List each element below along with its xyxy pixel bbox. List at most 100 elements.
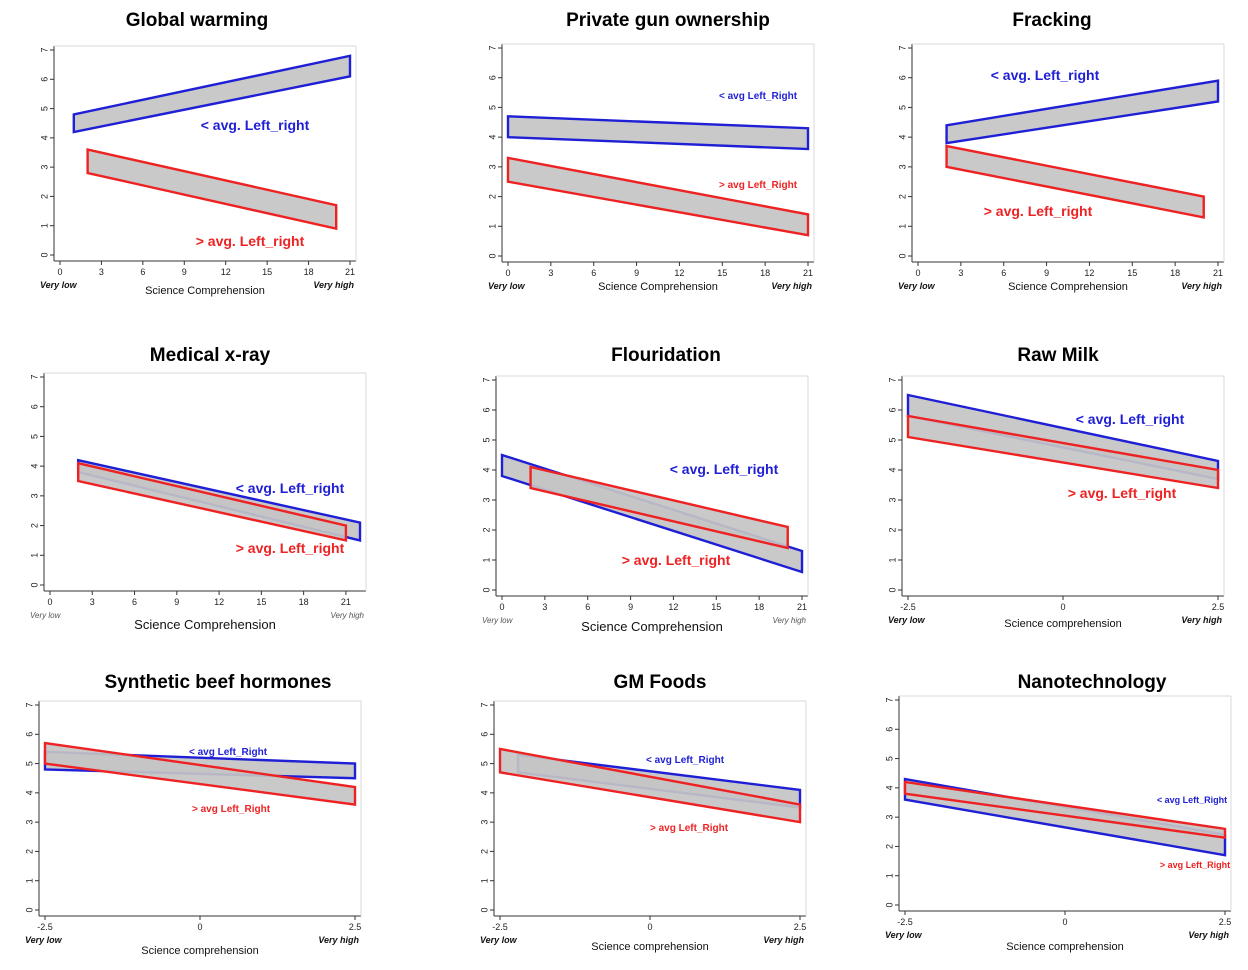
chart-panel: Nanotechnology 0 1 2 3 4 5 6 7 -2.5 0 2.5 Very low Ve… <box>840 660 1240 970</box>
y-tick-label: 3 <box>887 497 897 502</box>
x-tick-label: 18 <box>754 602 764 612</box>
x-end-label-high: Very high <box>1181 281 1222 291</box>
chart-panel: Flouridation 0 1 2 3 4 5 6 7 0 3 6 9 12 15 18 21 Very low… <box>430 335 830 645</box>
y-tick-label: 7 <box>884 697 894 702</box>
series-label-above-avg: > avg Left_Right <box>1160 860 1230 870</box>
chart-title: Flouridation <box>611 345 721 366</box>
band-above-avg <box>529 465 789 550</box>
y-tick-label: 0 <box>39 252 49 257</box>
x-tick-label: 18 <box>1170 268 1180 278</box>
y-tick-label: 3 <box>487 164 497 169</box>
y-tick-label: 5 <box>887 437 897 442</box>
series-label-above-avg: > avg. Left_right <box>622 552 731 568</box>
y-tick-label: 2 <box>887 527 897 532</box>
chart-panel: Private gun ownership 0 1 2 3 4 5 6 7 0 3 6 9 12 15 18 2… <box>430 0 830 310</box>
y-tick-label: 5 <box>897 105 907 110</box>
y-tick-label: 2 <box>479 849 489 854</box>
series-label-below-avg: < avg Left_Right <box>646 755 725 766</box>
series-label-above-avg: > avg. Left_right <box>1068 485 1177 501</box>
y-tick-label: 2 <box>487 194 497 199</box>
y-tick-label: 6 <box>884 727 894 732</box>
series-label-above-avg: > avg. Left_right <box>984 203 1093 219</box>
band-above-avg <box>498 747 802 824</box>
x-axis-title: Science comprehension <box>141 945 258 957</box>
y-tick-label: 4 <box>887 467 897 472</box>
x-tick-label: 0 <box>915 268 920 278</box>
y-tick-label: 5 <box>39 106 49 111</box>
x-tick-label: 6 <box>132 597 137 607</box>
y-tick-label: 0 <box>481 587 491 592</box>
x-tick-label: 21 <box>803 268 813 278</box>
y-tick-label: 6 <box>487 75 497 80</box>
y-tick-label: 1 <box>884 873 894 878</box>
y-tick-label: 3 <box>479 820 489 825</box>
y-tick-label: 0 <box>884 902 894 907</box>
band-above-avg <box>903 780 1227 840</box>
x-end-label-low: Very low <box>898 281 936 291</box>
chart-panel: GM Foods 0 1 2 3 4 5 6 7 -2.5 0 2.5 Very low Very hig… <box>430 660 830 970</box>
y-tick-label: 3 <box>481 497 491 502</box>
x-tick-label: 15 <box>262 267 272 277</box>
y-tick-label: 5 <box>884 756 894 761</box>
series-label-below-avg: < avg. Left_right <box>670 461 779 477</box>
x-tick-label: 9 <box>628 602 633 612</box>
series-label-above-avg: > avg Left_Right <box>192 804 271 815</box>
x-tick-label: -2.5 <box>897 917 913 927</box>
band-below-avg <box>945 79 1220 145</box>
x-tick-label: 18 <box>760 268 770 278</box>
x-tick-label: 12 <box>221 267 231 277</box>
x-tick-label: 15 <box>711 602 721 612</box>
y-tick-label: 7 <box>887 377 897 382</box>
x-tick-label: -2.5 <box>900 602 916 612</box>
y-tick-label: 5 <box>479 761 489 766</box>
x-tick-label: 12 <box>674 268 684 278</box>
x-tick-label: 18 <box>304 267 314 277</box>
x-tick-label: 2.5 <box>1212 602 1225 612</box>
band-above-avg <box>86 148 338 231</box>
y-tick-label: 3 <box>24 820 34 825</box>
band-above-avg <box>945 144 1205 219</box>
x-tick-label: 12 <box>1084 268 1094 278</box>
x-end-label-high: Very high <box>771 281 812 291</box>
y-tick-label: 0 <box>24 907 34 912</box>
chart-title: GM Foods <box>614 672 707 693</box>
x-tick-label: 18 <box>299 597 309 607</box>
x-tick-label: 0 <box>57 267 62 277</box>
x-tick-label: 15 <box>256 597 266 607</box>
y-tick-label: 0 <box>487 253 497 258</box>
band-above-avg <box>43 741 357 806</box>
x-tick-label: 2.5 <box>1219 917 1232 927</box>
series-label-below-avg: < avg. Left_right <box>991 67 1100 83</box>
y-tick-label: 4 <box>29 464 39 469</box>
y-tick-label: 5 <box>487 105 497 110</box>
x-tick-label: 0 <box>499 602 504 612</box>
x-axis-title: Science Comprehension <box>598 281 718 293</box>
x-tick-label: 3 <box>90 597 95 607</box>
x-axis-title: Science comprehension <box>1006 941 1123 953</box>
y-tick-label: 0 <box>887 587 897 592</box>
x-end-label-high: Very high <box>318 935 359 945</box>
x-tick-label: 0 <box>505 268 510 278</box>
x-end-label-low: Very low <box>488 281 526 291</box>
y-tick-label: 3 <box>897 164 907 169</box>
x-tick-label: 21 <box>797 602 807 612</box>
x-end-label-low: Very low <box>482 616 514 625</box>
series-label-below-avg: < avg Left_Right <box>719 91 798 102</box>
y-tick-label: 7 <box>487 45 497 50</box>
series-label-below-avg: < avg. Left_right <box>236 480 345 496</box>
band-above-avg <box>506 156 810 237</box>
x-tick-label: 6 <box>585 602 590 612</box>
series-label-below-avg: < avg. Left_right <box>1076 411 1185 427</box>
x-end-label-low: Very low <box>40 280 78 290</box>
y-tick-label: 3 <box>29 493 39 498</box>
x-tick-label: 15 <box>1127 268 1137 278</box>
x-tick-label: 6 <box>591 268 596 278</box>
x-tick-label: 12 <box>668 602 678 612</box>
chart-title: Fracking <box>1012 10 1091 31</box>
